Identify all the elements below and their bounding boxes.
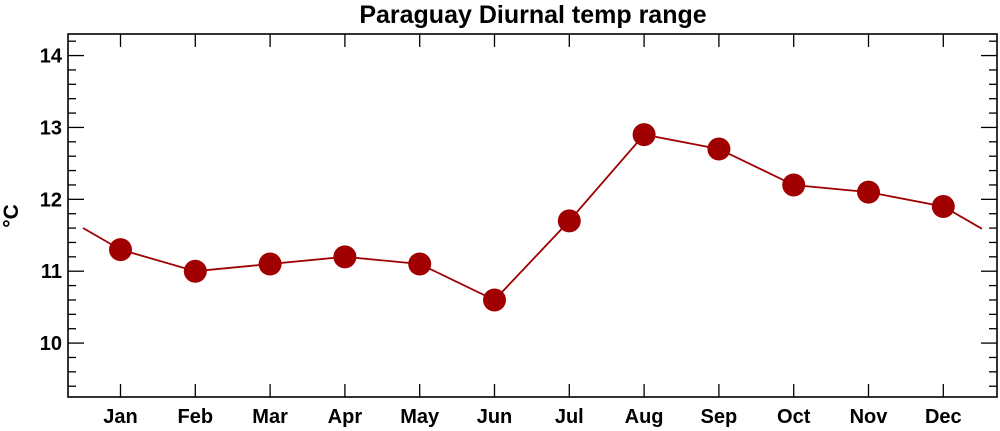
data-point: [408, 252, 432, 276]
series-line: [82, 133, 983, 302]
x-tick-label: May: [400, 406, 440, 428]
x-tick-labels: Jan Feb Mar Apr May Jun Jul Aug Sep Oct Nov Dec: [103, 406, 961, 428]
y-tick-label: 13: [40, 117, 62, 139]
x-tick-label: Aug: [625, 406, 664, 428]
data-point: [632, 123, 656, 147]
x-tick-label: Sep: [701, 406, 738, 428]
x-tick-label: Mar: [252, 406, 288, 428]
y-tick-label: 12: [40, 189, 62, 211]
data-point: [782, 173, 806, 197]
y-tick-labels: 10 11 12 13 14: [40, 46, 63, 356]
plot-frame: [67, 33, 998, 398]
y-tick-label: 11: [41, 261, 62, 283]
x-tick-label: Jun: [477, 406, 513, 428]
x-tick-label: Jan: [103, 406, 137, 428]
series: [82, 123, 983, 312]
x-tick-label: Feb: [178, 406, 214, 428]
x-tick-label: Nov: [850, 406, 889, 428]
data-point: [857, 180, 880, 204]
data-point: [333, 245, 357, 269]
y-axis-label: °C: [0, 204, 23, 228]
data-point: [109, 238, 132, 262]
y-tick-label: 10: [40, 333, 62, 355]
data-point: [707, 137, 731, 161]
y-tick-label: 14: [40, 46, 63, 68]
data-point: [931, 195, 955, 219]
x-tick-label: Oct: [777, 406, 811, 428]
data-point: [183, 259, 207, 283]
x-tick-label: Apr: [328, 406, 363, 428]
data-point: [557, 209, 581, 233]
x-tick-label: Jul: [555, 406, 584, 428]
chart-title: Paraguay Diurnal temp range: [359, 1, 706, 29]
ticks: [68, 34, 997, 397]
data-point: [483, 288, 506, 312]
data-point: [258, 252, 282, 276]
x-tick-label: Dec: [925, 406, 962, 428]
